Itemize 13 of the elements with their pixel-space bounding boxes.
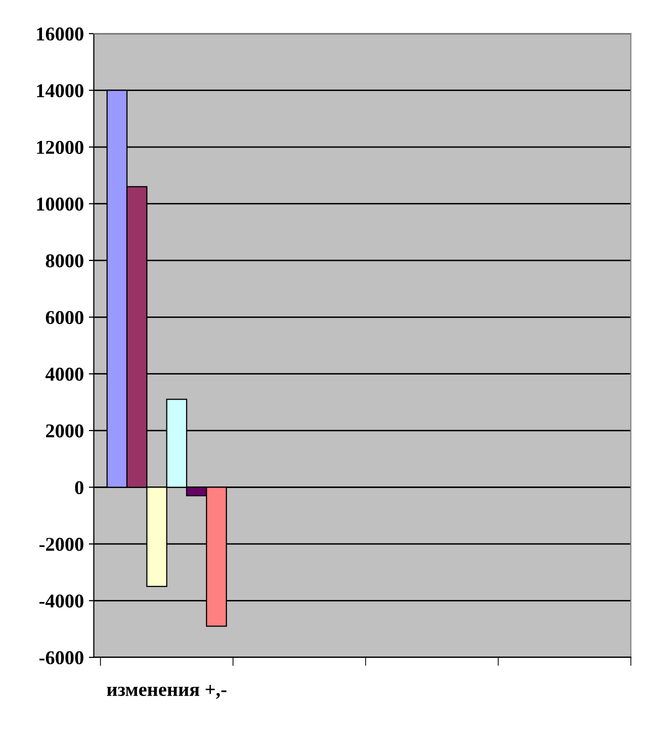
- y-tick-label: -4000: [39, 594, 84, 608]
- y-tick-label: 8000: [46, 254, 84, 268]
- y-tick-label: 6000: [46, 310, 84, 324]
- y-tick-label: 16000: [37, 27, 84, 41]
- y-tick-label: 10000: [37, 198, 84, 211]
- y-tick-label: 14000: [37, 84, 84, 98]
- x-tick-label: изменения +,-: [106, 684, 226, 699]
- y-tick-label: 0: [75, 481, 84, 494]
- y-tick-label: 4000: [45, 368, 84, 381]
- y-tick-label: 12000: [37, 140, 84, 154]
- y-tick-label: -6000: [39, 651, 84, 664]
- y-tick-label: 2000: [46, 424, 84, 438]
- y-tick-label: -2000: [39, 538, 84, 551]
